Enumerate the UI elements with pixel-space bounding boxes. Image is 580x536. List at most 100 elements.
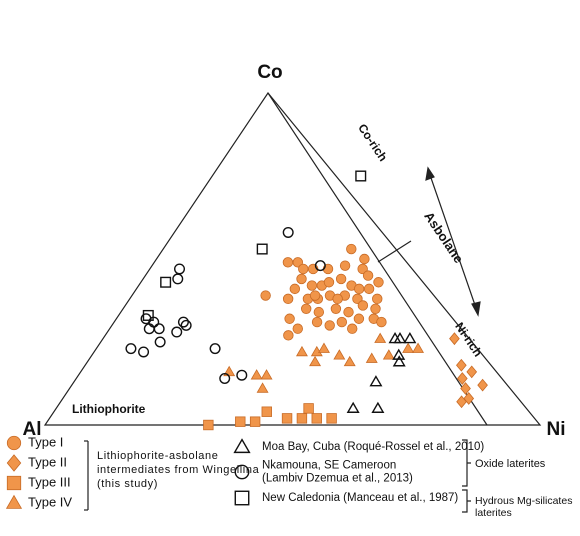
data-point	[282, 293, 294, 305]
data-point	[283, 330, 294, 341]
ternary-triangle	[43, 91, 542, 426]
data-point	[357, 300, 369, 311]
legend-marker	[5, 494, 23, 509]
data-point	[203, 419, 214, 431]
data-point	[311, 413, 322, 424]
data-point	[412, 342, 425, 353]
data-point	[309, 355, 322, 367]
arrow	[429, 174, 477, 309]
data-point	[343, 306, 354, 318]
data-point	[357, 263, 368, 275]
data-point	[343, 355, 356, 367]
data-point	[171, 326, 183, 338]
legend-group-label: Lithiophorite-asbolane	[97, 450, 218, 462]
bracket	[462, 439, 471, 487]
vertex-label: Al	[23, 419, 42, 440]
data-point	[463, 392, 475, 405]
data-point	[332, 293, 343, 305]
annotation: Co-rich	[355, 121, 390, 164]
data-point	[292, 323, 303, 334]
annotation: Asbolane	[421, 209, 466, 266]
legend-marker	[234, 464, 250, 480]
vertex-label: Co	[257, 62, 282, 83]
data-point	[249, 416, 261, 427]
data-point	[282, 226, 294, 238]
data-point	[236, 369, 248, 381]
annotation: Lithiophorite	[72, 402, 146, 416]
data-point	[282, 257, 294, 268]
data-point	[174, 263, 186, 275]
field-boundary	[377, 240, 412, 263]
data-point	[292, 257, 304, 268]
data-point	[301, 303, 312, 315]
arrow-head	[425, 166, 435, 181]
data-point	[235, 416, 246, 427]
data-point	[260, 290, 271, 301]
data-point	[372, 293, 383, 305]
data-point	[256, 382, 269, 393]
data-point	[353, 313, 365, 324]
data-point	[362, 270, 374, 281]
data-point	[466, 365, 478, 379]
legend-marker	[233, 438, 251, 454]
data-point	[172, 273, 184, 285]
data-point	[142, 309, 154, 321]
data-point	[456, 358, 467, 372]
frame	[43, 91, 542, 513]
legend-marker	[6, 454, 22, 472]
data-point	[369, 375, 383, 387]
data-point	[261, 406, 272, 417]
data-point	[363, 283, 375, 295]
data-point	[260, 369, 273, 380]
data-point	[330, 303, 342, 315]
legend-label: New Caledonia (Manceau et al., 1987)	[262, 492, 458, 504]
data-point	[392, 348, 406, 360]
legend-label: Type I	[28, 434, 63, 449]
legend-label: Type IV	[28, 494, 72, 509]
data-point	[346, 401, 360, 413]
data-point	[359, 253, 370, 265]
legend-group-label: laterites	[475, 507, 512, 519]
data-point	[313, 306, 325, 318]
data-point	[333, 349, 346, 360]
data-point	[318, 342, 330, 353]
data-point	[402, 342, 415, 353]
data-point	[326, 413, 337, 424]
data-point	[306, 280, 318, 291]
data-point	[336, 316, 348, 328]
data-point	[477, 378, 488, 392]
data-point	[346, 243, 357, 255]
data-point	[209, 343, 221, 355]
data-point	[373, 277, 384, 288]
data-point	[365, 352, 378, 363]
legend-marker	[234, 490, 250, 506]
data-point	[138, 346, 150, 358]
data-point	[371, 401, 385, 413]
legend-marker	[6, 475, 22, 491]
data-point	[393, 332, 407, 344]
data-point	[347, 323, 358, 334]
data-point	[309, 290, 321, 301]
data-point	[324, 320, 335, 331]
legend-label: (Lambiv Dzemua et al., 2013)	[262, 473, 413, 485]
legend-label: Nkamouna, SE Cameroon	[262, 460, 396, 472]
data-point	[284, 313, 295, 324]
legend-marker	[6, 435, 22, 451]
legend-group-label: Hydrous Mg-silicates	[475, 495, 572, 507]
data-point	[335, 273, 347, 285]
data-point	[143, 323, 155, 335]
legend-group-label: intermediates from Wingellina	[97, 464, 260, 476]
data-point	[355, 170, 367, 182]
data-point	[219, 373, 231, 385]
data-point	[289, 283, 301, 295]
data-point	[296, 273, 307, 285]
data-point	[370, 303, 381, 315]
legend-label: Type II	[28, 454, 67, 469]
data-point	[303, 403, 314, 414]
bracket	[462, 489, 471, 513]
data-point	[298, 263, 309, 275]
data-point	[456, 372, 468, 385]
data-point	[125, 343, 137, 355]
legend-label: Moa Bay, Cuba (Roqué-Rossel et al., 2010…	[262, 441, 484, 453]
